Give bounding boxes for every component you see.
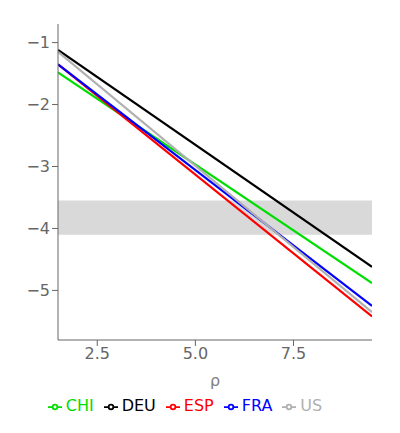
svg-text:−2: −2 bbox=[26, 95, 50, 114]
html-text:CHI: CHI bbox=[65, 396, 94, 415]
svg-text:−3: −3 bbox=[26, 157, 50, 176]
html-text:FRA: FRA bbox=[241, 396, 273, 415]
svg-text:ρ: ρ bbox=[210, 371, 220, 390]
svg-text:7.5: 7.5 bbox=[281, 344, 306, 363]
svg-text:5.0: 5.0 bbox=[183, 344, 208, 363]
html-text:ESP: ESP bbox=[183, 396, 214, 415]
html-text:US: US bbox=[300, 396, 323, 415]
svg-text:2.5: 2.5 bbox=[85, 344, 110, 363]
svg-text:−1: −1 bbox=[26, 33, 50, 52]
svg-text:−5: −5 bbox=[26, 281, 50, 300]
svg-text:−4: −4 bbox=[26, 219, 50, 238]
html-text:DEU: DEU bbox=[121, 396, 156, 415]
